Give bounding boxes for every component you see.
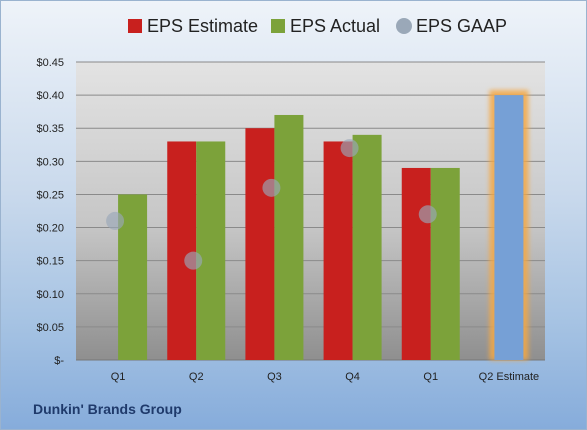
eps-actual-bar (352, 134, 382, 360)
x-tick-label: Q1 (111, 371, 126, 383)
legend-label-estimate: EPS Estimate (147, 16, 258, 36)
eps-gaap-point (262, 178, 281, 197)
y-tick-label: $- (54, 355, 64, 367)
legend-swatch-actual (271, 19, 285, 33)
y-tick-label: $0.05 (36, 322, 64, 334)
y-axis-labels: $- $0.05 $0.10 $0.15 $0.20 $0.25 $0.30 $0.35 $0.… (36, 57, 64, 367)
y-tick-label: $0.40 (36, 90, 64, 102)
x-tick-label: Q1 (423, 371, 438, 383)
y-tick-label: $0.25 (36, 189, 64, 201)
eps-gaap-point (106, 211, 125, 230)
gridlines (76, 61, 545, 361)
eps-gaap-point (340, 139, 359, 158)
eps-actual-bar (274, 114, 304, 360)
x-tick-label: Q4 (345, 371, 360, 383)
y-tick-label: $0.45 (36, 57, 64, 69)
y-tick-label: $0.30 (36, 156, 64, 168)
eps-actual-bar (196, 141, 226, 360)
eps-estimate-bar (401, 167, 431, 360)
eps-estimate-bar (323, 141, 353, 360)
eps-actual-bar (430, 167, 460, 360)
eps-estimate-bar (245, 128, 275, 360)
legend-swatch-gaap (396, 18, 412, 34)
y-tick-label: $0.20 (36, 223, 64, 235)
y-tick-label: $0.10 (36, 289, 64, 301)
legend: EPS Estimate EPS Actual EPS GAAP (128, 16, 507, 36)
x-tick-label: Q3 (267, 371, 282, 383)
company-name: Dunkin' Brands Group (33, 401, 182, 417)
eps-estimate-bar (167, 141, 197, 360)
y-tick-label: $0.15 (36, 256, 64, 268)
legend-label-actual: EPS Actual (290, 16, 380, 36)
legend-label-gaap: EPS GAAP (416, 16, 507, 36)
eps-gaap-point (418, 205, 437, 224)
x-axis-labels: Q1 Q2 Q3 Q4 Q1 Q2 Estimate (111, 371, 539, 383)
x-tick-label: Q2 (189, 371, 204, 383)
y-tick-label: $0.35 (36, 123, 64, 135)
x-tick-label: Q2 Estimate (479, 371, 540, 383)
legend-swatch-estimate (128, 19, 142, 33)
gaap-points (106, 139, 437, 270)
plot-area (76, 62, 545, 360)
eps-gaap-point (184, 251, 203, 270)
q2-estimate-bar (494, 95, 524, 360)
